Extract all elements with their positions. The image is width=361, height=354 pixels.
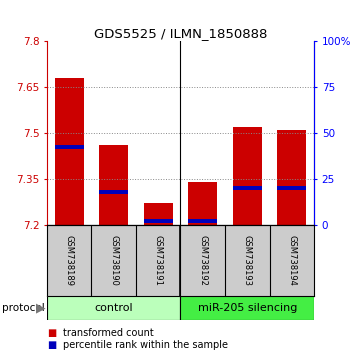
- Text: ■: ■: [47, 328, 56, 338]
- Text: control: control: [95, 303, 133, 313]
- Text: ■: ■: [47, 340, 56, 350]
- Text: miR-205 silencing: miR-205 silencing: [197, 303, 297, 313]
- Bar: [55, 78, 84, 225]
- Text: percentile rank within the sample: percentile rank within the sample: [63, 340, 228, 350]
- Bar: [55, 145, 84, 149]
- Text: protocol: protocol: [2, 303, 44, 313]
- Text: GSM738189: GSM738189: [65, 235, 74, 286]
- Bar: [277, 130, 306, 225]
- Title: GDS5525 / ILMN_1850888: GDS5525 / ILMN_1850888: [94, 27, 267, 40]
- Bar: [233, 186, 262, 190]
- Text: GSM738190: GSM738190: [109, 235, 118, 286]
- Bar: [188, 219, 217, 223]
- Text: GSM738191: GSM738191: [154, 235, 163, 286]
- FancyBboxPatch shape: [47, 296, 180, 320]
- Text: ▶: ▶: [36, 302, 46, 314]
- Bar: [144, 203, 173, 225]
- Text: GSM738192: GSM738192: [198, 235, 207, 286]
- FancyBboxPatch shape: [180, 296, 314, 320]
- Bar: [99, 145, 128, 225]
- Bar: [99, 190, 128, 194]
- Bar: [144, 219, 173, 223]
- Bar: [188, 182, 217, 225]
- Text: GSM738194: GSM738194: [287, 235, 296, 286]
- Text: GSM738193: GSM738193: [243, 235, 252, 286]
- Bar: [277, 186, 306, 190]
- Bar: [233, 127, 262, 225]
- Text: transformed count: transformed count: [63, 328, 154, 338]
